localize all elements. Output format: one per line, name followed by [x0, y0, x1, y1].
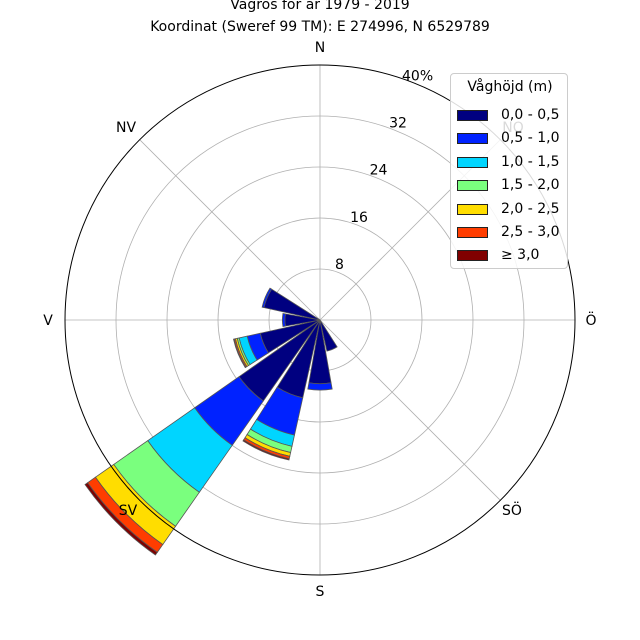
direction-label: V [43, 313, 53, 329]
radial-tick-label: 8 [335, 257, 344, 273]
direction-label: N [315, 40, 325, 56]
wind-rose-bar [281, 313, 286, 327]
legend-swatch [457, 180, 488, 192]
legend: Våghöjd (m) 0,0 - 0,5 0,5 - 1,0 1,0 - 1,5 1… [450, 73, 568, 269]
direction-label: SÖ [502, 501, 522, 519]
radial-tick-label: 40% [402, 68, 433, 84]
wind-rose-bar [261, 287, 273, 309]
legend-swatch [457, 133, 488, 145]
wind-rose-bars [84, 287, 338, 556]
grid-spoke [139, 139, 321, 321]
direction-label: SV [119, 503, 138, 519]
legend-label: 2,5 - 3,0 [501, 224, 560, 240]
legend-swatch [457, 227, 488, 238]
direction-label: NV [116, 120, 136, 136]
legend-label: 0,5 - 1,0 [501, 130, 560, 147]
grid-spoke [319, 319, 501, 501]
legend-swatch [457, 250, 488, 262]
chart-subtitle: Koordinat (Sweref 99 TM): E 274996, N 65… [150, 19, 490, 35]
legend-label: 0,0 - 0,5 [501, 107, 560, 123]
direction-label: S [316, 584, 325, 600]
legend-label: 1,5 - 2,0 [501, 177, 560, 194]
legend-label: 1,0 - 1,5 [501, 153, 560, 170]
wind-rose-bar [307, 382, 333, 391]
legend-swatch [457, 110, 488, 121]
direction-label: Ö [585, 311, 596, 329]
legend-label: ≥ 3,0 [501, 247, 540, 264]
wind-rose-bar [319, 319, 338, 352]
legend-swatch [457, 203, 488, 215]
legend-title: Våghöjd (m) [467, 79, 553, 95]
legend-label: 2,0 - 2,5 [501, 200, 560, 217]
radial-tick-label: 16 [350, 210, 368, 226]
wind-rose-bar [242, 439, 290, 461]
legend-swatch [457, 156, 488, 168]
outer-circle [64, 64, 576, 576]
chart-title: Vågros för år 1979 - 2019 [230, 0, 410, 13]
wind-rose-bar [233, 338, 247, 369]
wind-rose-bar [84, 482, 158, 556]
radial-tick-label: 24 [370, 163, 388, 179]
radial-tick-label: 32 [389, 116, 407, 132]
